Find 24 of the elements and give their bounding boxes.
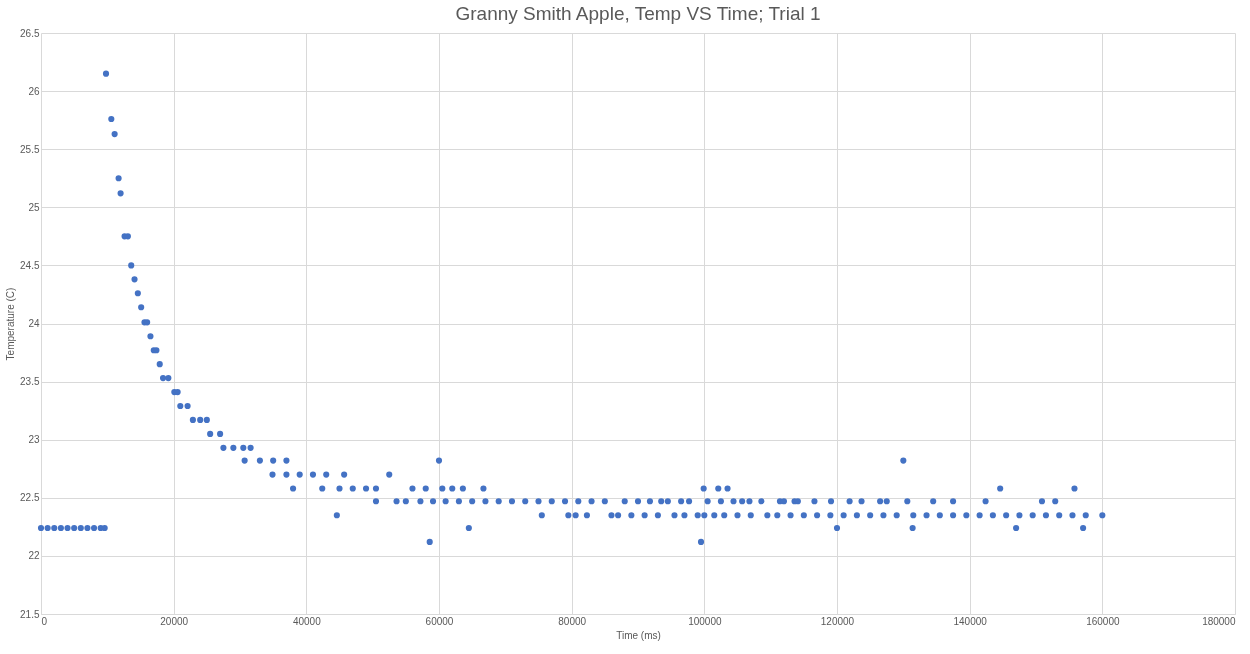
chart-title: Granny Smith Apple, Temp VS Time; Trial 1 bbox=[455, 3, 821, 24]
x-tick-label: 0 bbox=[41, 615, 48, 627]
x-tick-label: 40000 bbox=[292, 615, 322, 627]
x-tick-label: 60000 bbox=[425, 615, 454, 627]
y-tick-label: 25 bbox=[28, 201, 40, 213]
y-tick-label: 25.5 bbox=[20, 143, 40, 155]
x-axis-title: Time (ms) bbox=[616, 629, 661, 641]
y-tick-label: 24 bbox=[28, 318, 40, 329]
x-tick-label: 140000 bbox=[953, 615, 988, 627]
y-tick-label: 23 bbox=[28, 434, 40, 446]
x-tick-label: 120000 bbox=[820, 615, 855, 627]
y-tick-label: 26 bbox=[28, 85, 40, 97]
y-axis-title: Temperature (C) bbox=[5, 287, 17, 361]
y-tick-label: 22.5 bbox=[20, 492, 40, 504]
y-tick-label: 23.5 bbox=[20, 376, 40, 388]
x-tick-label: 20000 bbox=[160, 615, 189, 627]
x-tick-label: 80000 bbox=[558, 615, 587, 627]
x-tick-label: 160000 bbox=[1086, 615, 1120, 627]
y-tick-label: 22 bbox=[28, 550, 40, 562]
y-tick-label: 24.5 bbox=[20, 259, 40, 271]
y-tick-label: 21.5 bbox=[20, 608, 40, 620]
x-tick-label: 180000 bbox=[1202, 615, 1236, 627]
y-tick-label: 26.5 bbox=[20, 27, 40, 39]
x-tick-label: 100000 bbox=[688, 615, 722, 627]
